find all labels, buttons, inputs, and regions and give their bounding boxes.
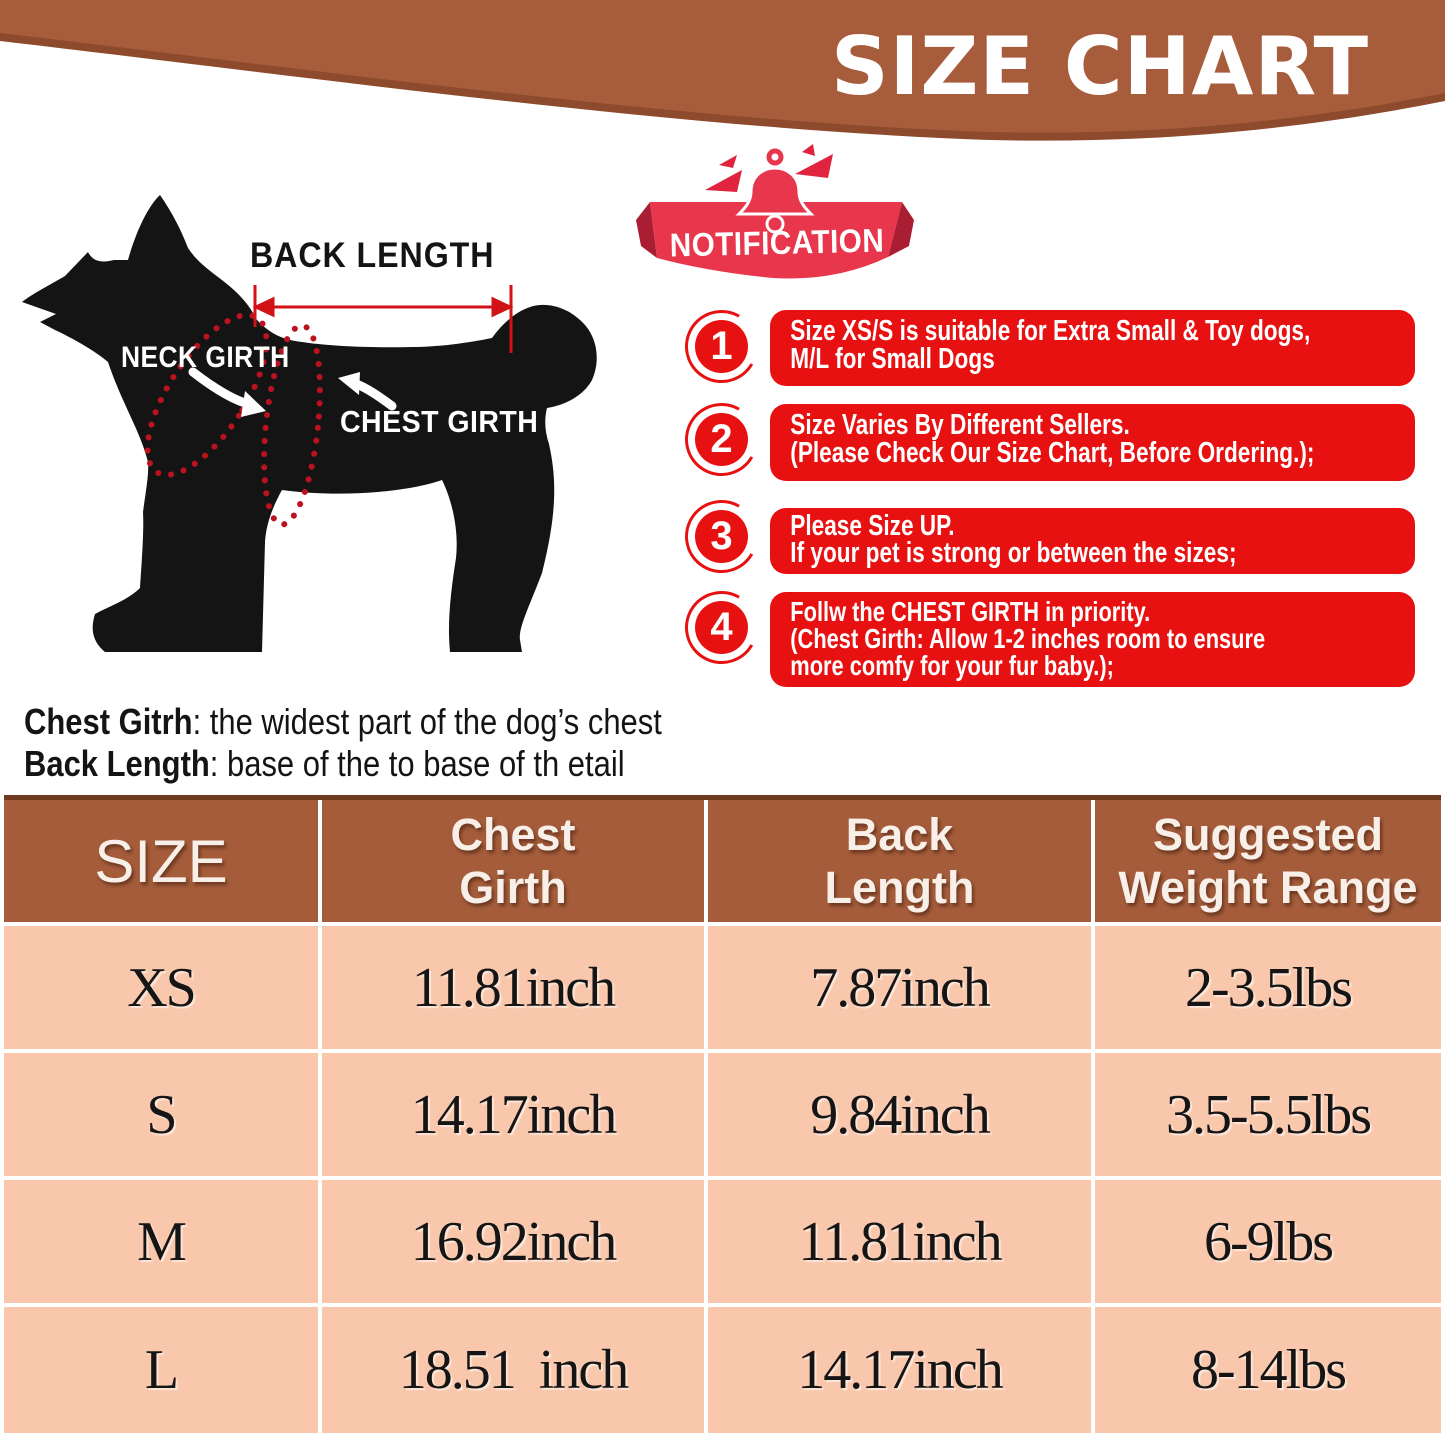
cell-chest-s: 14.17inch	[322, 1053, 704, 1176]
definition-text: : the widest part of the dog’s chest	[192, 701, 662, 742]
bell-ring-lines	[705, 144, 833, 192]
cell-back-s: 9.84inch	[708, 1053, 1091, 1176]
cell-weight-xs: 2-3.5lbs	[1095, 926, 1441, 1049]
chest-arrow-head	[338, 372, 360, 395]
note-line: Size Varies By Different Sellers.	[790, 409, 1130, 441]
note-line: Follw the CHEST GIRTH in priority.	[790, 596, 1151, 627]
neck-arrow-icon	[188, 367, 250, 408]
table-grid: SIZE Chest Girth Back Length Suggested W…	[4, 800, 1441, 1433]
cell-back-m: 11.81inch	[708, 1180, 1091, 1303]
definition-back-length: Back Length: base of the to base of th e…	[24, 743, 662, 785]
definition-chest-girth: Chest Gitrh: the widest part of the dog’…	[24, 701, 662, 743]
cell-size-xs: XS	[4, 926, 318, 1049]
header-label: Back	[845, 809, 954, 860]
header-band	[0, 0, 1445, 141]
notification-ribbon	[636, 144, 914, 279]
ribbon-shape	[650, 202, 902, 279]
note-line: more comfy for your fur baby.);	[790, 650, 1114, 681]
cell-back-xs: 7.87inch	[708, 926, 1091, 1049]
size-table: SIZE Chest Girth Back Length Suggested W…	[4, 795, 1441, 1433]
definition-term: Back Length	[24, 743, 210, 784]
note-1-text: Size XS/S is suitable for Extra Small & …	[770, 310, 1311, 375]
note-3-number: 3	[710, 514, 733, 558]
note-line: (Please Check Our Size Chart, Before Ord…	[790, 437, 1315, 469]
cell-size-s: S	[4, 1053, 318, 1176]
header-label: SIZE	[94, 827, 228, 895]
note-3: Please Size UP. If your pet is strong or…	[770, 508, 1415, 574]
note-1-number: 1	[710, 324, 733, 368]
note-3-text: Please Size UP. If your pet is strong or…	[770, 508, 1273, 569]
header-label: Weight Range	[1118, 862, 1418, 913]
cell-weight-l: 8-14lbs	[1095, 1307, 1441, 1433]
note-2-text: Size Varies By Different Sellers. (Pleas…	[770, 404, 1315, 469]
definition-text: : base of the to base of th etail	[209, 743, 625, 784]
bell-icon	[735, 148, 815, 234]
cell-chest-xs: 11.81inch	[322, 926, 704, 1049]
header-label: Length	[824, 862, 975, 913]
chest-girth-label: CHEST GIRTH	[340, 404, 539, 439]
header-cell-size: SIZE	[4, 800, 318, 922]
note-4-badge: 4	[695, 601, 748, 654]
header-cell-back-length: Back Length	[708, 800, 1091, 922]
note-line: (Chest Girth: Allow 1-2 inches room to e…	[790, 623, 1266, 654]
neck-girth-label: NECK GIRTH	[121, 341, 290, 374]
note-2-badge: 2	[695, 413, 748, 466]
notification-label: NOTIFICATION	[669, 221, 885, 264]
note-1-badge: 1	[695, 320, 748, 373]
cell-chest-m: 16.92inch	[322, 1180, 704, 1303]
cell-back-l: 14.17inch	[708, 1307, 1091, 1433]
dog-silhouette-icon	[22, 195, 597, 652]
cell-weight-s: 3.5-5.5lbs	[1095, 1053, 1441, 1176]
definitions: Chest Gitrh: the widest part of the dog’…	[24, 701, 662, 785]
header-label: Girth	[459, 862, 567, 913]
chest-girth-dotted-ellipse	[261, 322, 323, 528]
header-cell-chest-girth: Chest Girth	[322, 800, 704, 922]
cell-weight-m: 6-9lbs	[1095, 1180, 1441, 1303]
note-1: Size XS/S is suitable for Extra Small & …	[770, 310, 1415, 386]
note-line: Size XS/S is suitable for Extra Small & …	[790, 315, 1311, 347]
note-2: Size Varies By Different Sellers. (Pleas…	[770, 404, 1415, 481]
note-4: Follw the CHEST GIRTH in priority. (Ches…	[770, 592, 1415, 687]
page-title: SIZE CHART	[830, 20, 1370, 113]
note-4-text: Follw the CHEST GIRTH in priority. (Ches…	[770, 592, 1273, 681]
note-line: M/L for Small Dogs	[790, 343, 995, 375]
neck-arrow-head	[241, 391, 266, 417]
header-band-shape	[0, 0, 1445, 133]
table-top-border	[4, 795, 1441, 800]
cell-size-l: L	[4, 1307, 318, 1433]
cell-chest-l: 18.51 inch	[322, 1307, 704, 1433]
neck-girth-dotted-ellipse	[144, 312, 270, 478]
header-label: Suggested	[1152, 809, 1384, 860]
header-label: Chest	[450, 809, 576, 860]
ribbon-fold-right	[888, 202, 914, 257]
note-4-number: 4	[710, 605, 733, 649]
back-length-measure	[252, 285, 514, 353]
note-3-badge: 3	[695, 510, 748, 563]
note-line: If your pet is strong or between the siz…	[790, 537, 1237, 569]
back-length-label: BACK LENGTH	[249, 236, 495, 275]
cell-size-m: M	[4, 1180, 318, 1303]
note-line: Please Size UP.	[790, 510, 955, 542]
definition-term: Chest Gitrh	[24, 701, 193, 742]
header-cell-weight-range: Suggested Weight Range	[1095, 800, 1441, 922]
note-2-number: 2	[710, 417, 733, 461]
